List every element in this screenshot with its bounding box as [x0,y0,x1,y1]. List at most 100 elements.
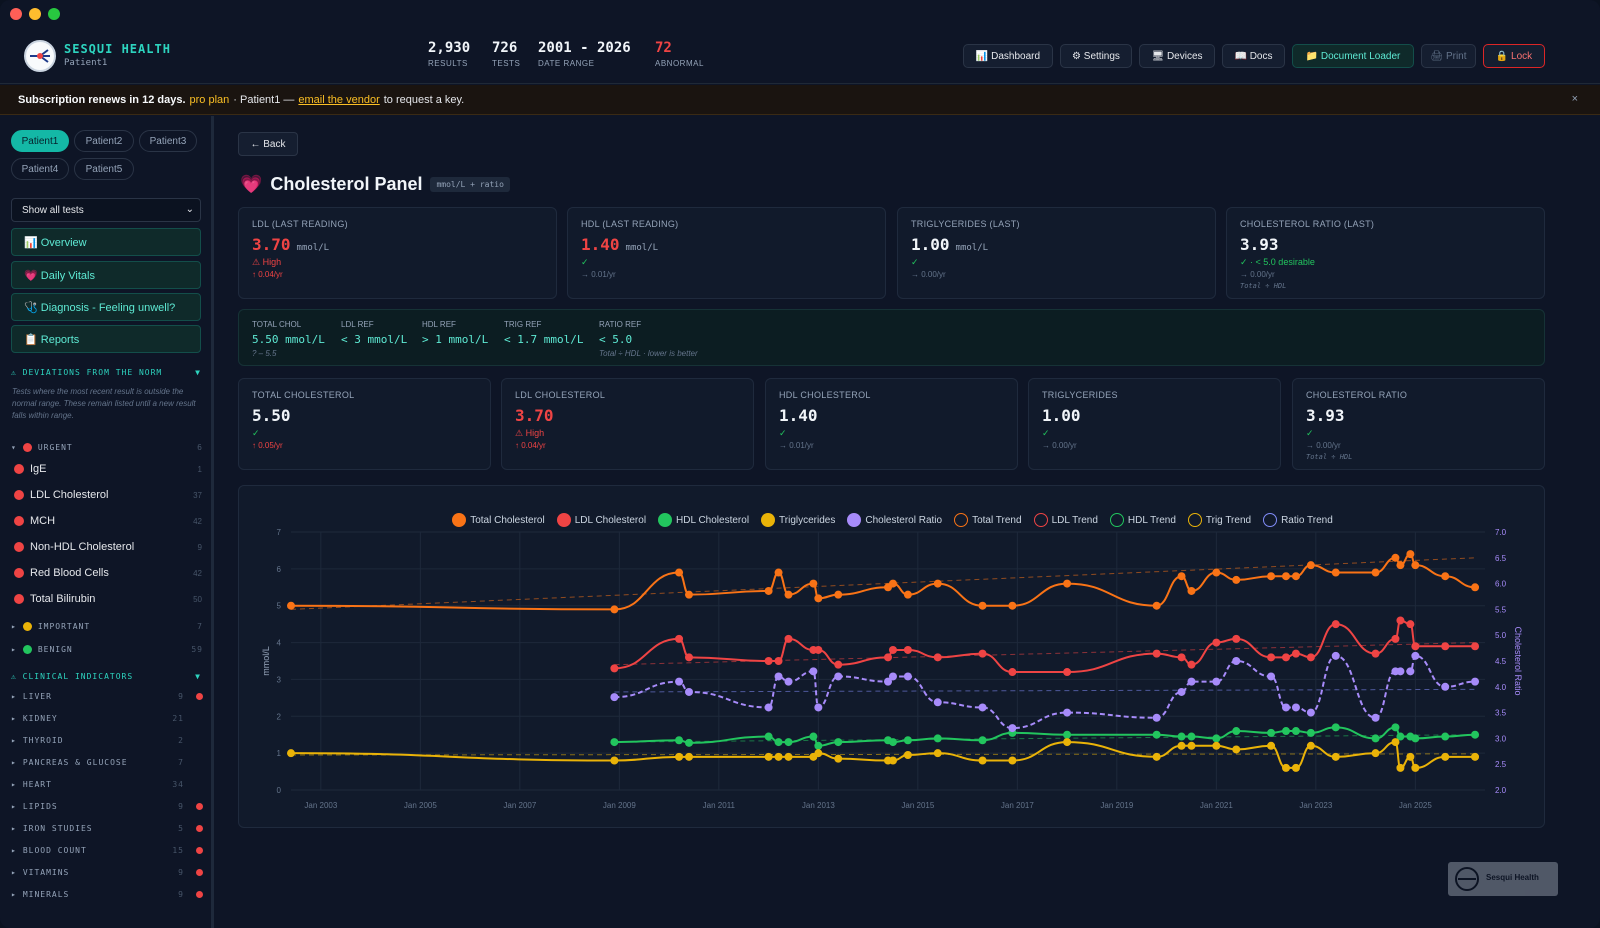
y-tick-label: 3 [277,675,282,684]
clinical-group-kidney[interactable]: ▸ KIDNEY 21 [11,714,203,723]
test-summary-card[interactable]: TOTAL CHOLESTEROL 5.50 ✓ ↑ 0.05/yr [238,378,491,470]
data-point [834,660,843,669]
group-urgent[interactable]: ▾ URGENT 6 [11,443,203,452]
lock-button[interactable]: 🔒 Lock [1483,44,1545,68]
test-summary-card[interactable]: CHOLESTEROL RATIO 3.93 ✓ → 0.00/yr Total ÷ H… [1292,378,1545,470]
nav-daily-vitals[interactable]: 💗 Daily Vitals [11,261,201,289]
urgent-item-mch[interactable]: MCH 42 [14,515,202,527]
legend-label: HDL Trend [1127,514,1176,526]
data-point [834,738,843,747]
devices-button[interactable]: 🖥 Devices [1139,44,1215,68]
chevron-down-icon: ⌄ [185,204,194,215]
group-important[interactable]: ▸ IMPORTANT 7 [11,622,203,631]
email-vendor-link[interactable]: email the vendor [298,93,380,106]
clinical-indicators-header[interactable]: ⚠ CLINICAL INDICATORS ▼ [11,672,201,681]
patient-tab-1[interactable]: Patient1 [11,130,69,152]
card-title: HDL CHOLESTEROL [779,390,871,400]
legend-item[interactable]: LDL Cholesterol [556,513,646,527]
data-point [814,703,823,712]
item-count: 1 [197,464,202,474]
data-point [903,645,912,654]
print-button[interactable]: 🖨 Print [1421,44,1476,68]
subscription-banner: Subscription renews in 12 days. pro plan… [0,85,1600,115]
legend-item[interactable]: HDL Trend [1109,513,1176,527]
maximize-window-button[interactable] [48,8,60,20]
item-count: 9 [197,542,202,552]
legend-item[interactable]: HDL Cholesterol [658,513,749,527]
clinical-group-iron-studies[interactable]: ▸ IRON STUDIES 5 [11,824,203,833]
docs-button[interactable]: 📖 Docs [1222,44,1285,68]
urgent-item-ldl[interactable]: LDL Cholesterol 37 [14,489,202,501]
urgent-item-non-hdl[interactable]: Non-HDL Cholesterol 9 [14,541,202,553]
watermark-logo: Sesqui Health [1448,862,1558,896]
group-label: LIVER [22,692,52,701]
nav-overview[interactable]: 📊 Overview [11,228,201,256]
data-point [1187,586,1196,595]
data-point [814,594,823,603]
legend-item[interactable]: Total Cholesterol [452,513,545,527]
legend-item[interactable]: Triglycerides [761,513,835,527]
group-benign[interactable]: ▸ BENIGN 59 [11,645,203,654]
banner-plan: pro plan [189,93,230,106]
series-line [290,553,1476,611]
chart-legend: Total Cholesterol LDL Cholesterol HDL Chol… [239,513,1546,527]
data-point [978,736,987,745]
document-loader-button[interactable]: 📁 Document Loader [1292,44,1414,68]
data-point [884,653,892,662]
clinical-group-thyroid[interactable]: ▸ THYROID 2 [11,736,203,745]
clinical-group-pancreas-glucose[interactable]: ▸ PANCREAS & GLUCOSE 7 [11,758,203,767]
nav-diagnosis[interactable]: 🩺 Diagnosis - Feeling unwell? [11,293,201,321]
minimize-window-button[interactable] [29,8,41,20]
legend-item[interactable]: Cholesterol Ratio [847,513,942,527]
legend-item[interactable]: Trig Trend [1187,513,1251,527]
test-summary-card[interactable]: HDL CHOLESTEROL 1.40 ✓ → 0.01/yr [765,378,1018,470]
test-summary-card[interactable]: TRIGLYCERIDES 1.00 ✓ → 0.00/yr [1028,378,1281,470]
deviations-section-header[interactable]: ⚠ DEVIATIONS FROM THE NORM ▼ [11,368,201,377]
y2-tick-label: 2.0 [1495,786,1507,795]
nav-reports[interactable]: 📋 Reports [11,325,201,353]
y-tick-label: 2 [277,712,282,721]
data-point [774,672,783,681]
data-point [764,752,773,761]
data-point [1152,713,1161,722]
urgent-item-rbc[interactable]: Red Blood Cells 42 [14,567,202,579]
clinical-group-lipids[interactable]: ▸ LIPIDS 9 [11,802,203,811]
urgent-item-ige[interactable]: IgE 1 [14,463,202,475]
group-label: PANCREAS & GLUCOSE [22,758,128,767]
patient-tab-2[interactable]: Patient2 [74,130,134,152]
group-label: URGENT [37,443,73,452]
settings-button[interactable]: ⚙ Settings [1060,44,1132,68]
clinical-group-heart[interactable]: ▸ HEART 34 [11,780,203,789]
patient-tab-4[interactable]: Patient4 [11,158,69,180]
stat-value: 2,930 [428,40,471,56]
legend-item[interactable]: Total Trend [954,513,1022,527]
close-window-button[interactable] [10,8,22,20]
item-label: LDL Cholesterol [30,489,109,501]
dashboard-button[interactable]: 📊 Dashboard [963,44,1053,68]
urgent-item-bilirubin[interactable]: Total Bilirubin 50 [14,593,202,605]
card-status: ⚠ High [515,428,545,438]
close-banner-icon[interactable]: × [1571,93,1578,105]
y2-tick-label: 4.5 [1495,657,1507,666]
data-point [1411,642,1420,651]
clinical-group-minerals[interactable]: ▸ MINERALS 9 [11,890,203,899]
clinical-group-vitamins[interactable]: ▸ VITAMINS 9 [11,868,203,877]
x-tick-label: Jan 2025 [1399,801,1432,810]
test-filter-select[interactable]: Show all tests ⌄ [11,198,201,222]
urgent-dot [14,594,24,604]
patient-tab-5[interactable]: Patient5 [74,158,134,180]
legend-item[interactable]: LDL Trend [1033,513,1098,527]
test-summary-card[interactable]: LDL CHOLESTEROL 3.70 ⚠ High ↑ 0.04/yr [501,378,754,470]
group-label: HEART [22,780,52,789]
clinical-group-liver[interactable]: ▸ LIVER 9 [11,692,203,701]
card-value: 3.70 [515,406,554,425]
clinical-group-blood-count[interactable]: ▸ BLOOD COUNT 15 [11,846,203,855]
urgent-dot [14,568,24,578]
ref-title: LDL REF [341,320,374,329]
patient-tab-3[interactable]: Patient3 [139,130,197,152]
x-tick-label: Jan 2023 [1299,801,1332,810]
data-point [1291,649,1300,658]
ref-title: HDL REF [422,320,456,329]
back-button[interactable]: ← Back [238,132,298,156]
legend-item[interactable]: Ratio Trend [1263,513,1333,527]
